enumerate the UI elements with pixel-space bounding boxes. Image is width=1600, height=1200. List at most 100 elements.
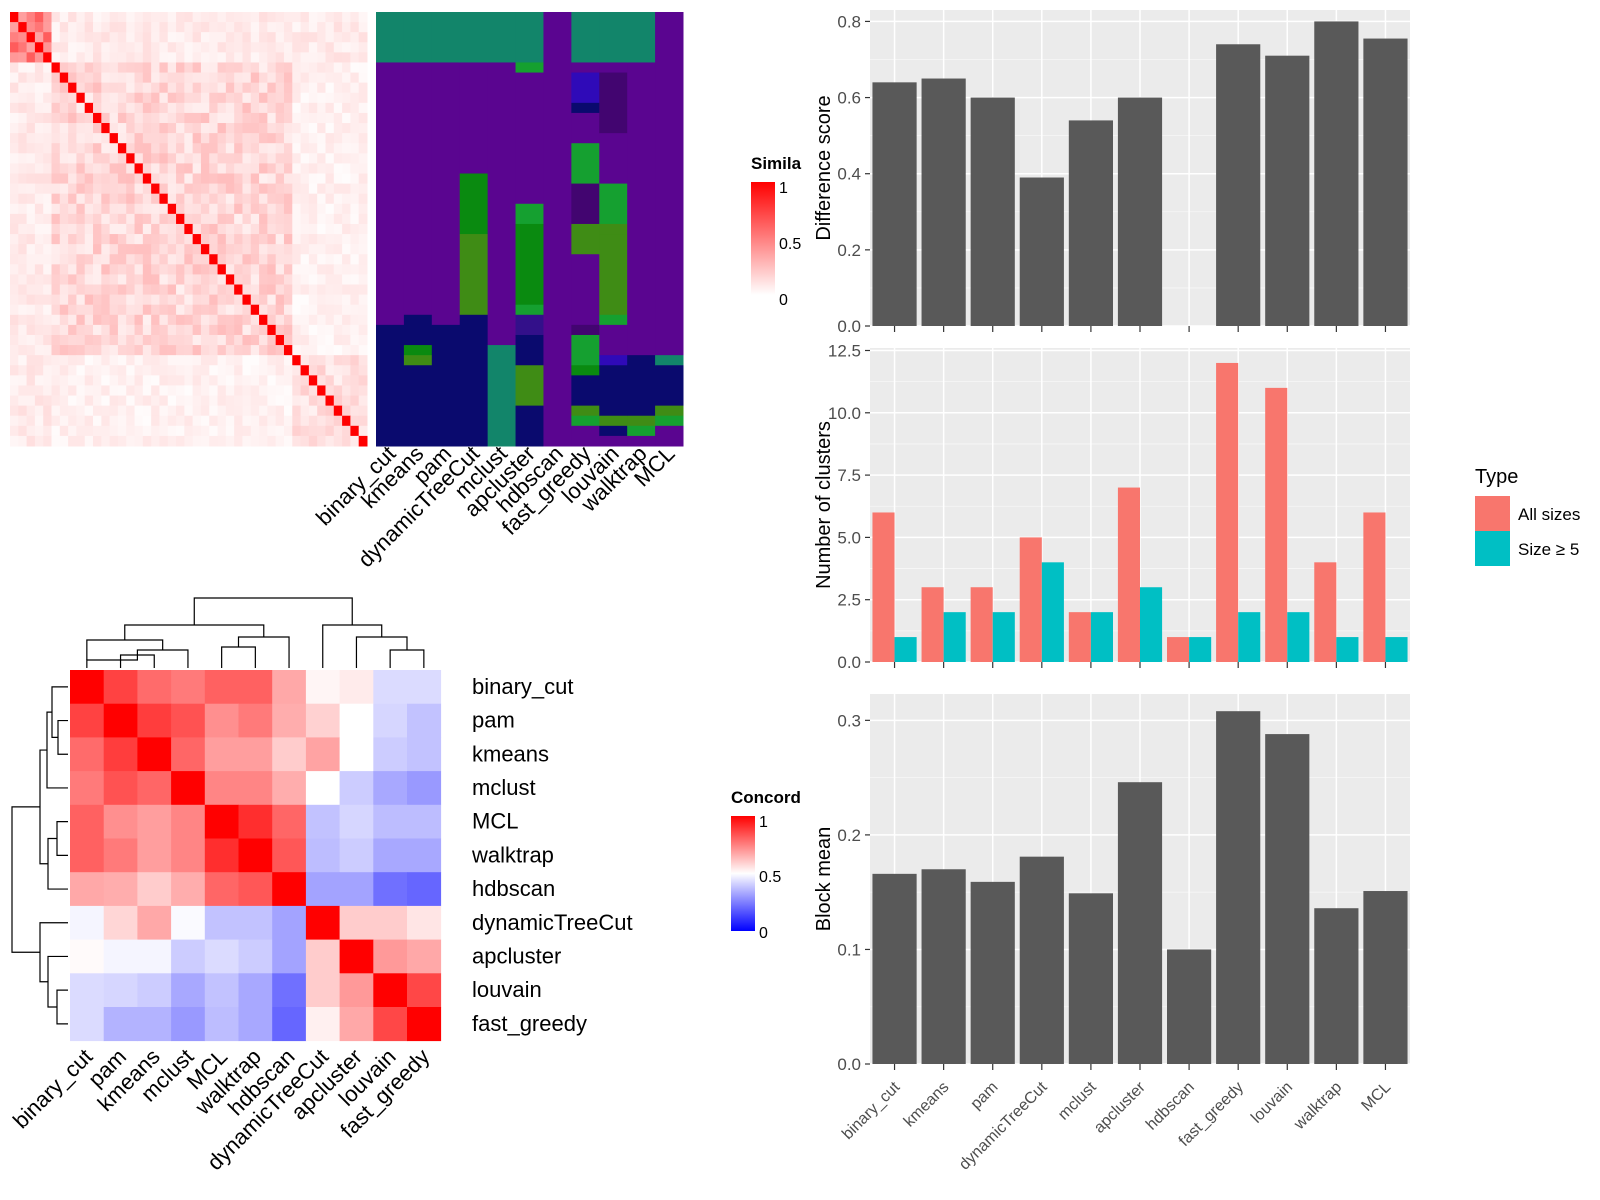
similarity-cell: [151, 415, 160, 427]
similarity-cell: [176, 213, 185, 225]
similarity-cell: [300, 92, 310, 104]
similarity-cell: [283, 254, 293, 265]
similarity-cell: [134, 52, 144, 63]
concordance-cell: [305, 1007, 340, 1042]
similarity-cell: [325, 355, 335, 366]
similarity-cell: [76, 62, 86, 74]
similarity-cell: [109, 123, 119, 134]
similarity-cell: [117, 62, 127, 74]
membership-cell-MCL: [655, 425, 684, 447]
similarity-cell: [117, 385, 127, 397]
similarity-cell: [225, 153, 235, 164]
similarity-cell: [300, 72, 310, 84]
similarity-cell: [43, 143, 53, 154]
similarity-cell: [117, 112, 127, 124]
similarity-cell: [283, 415, 293, 427]
similarity-cell: [167, 345, 177, 356]
similarity-cell: [267, 82, 277, 94]
similarity-cell: [43, 324, 53, 336]
concordance-cell: [305, 804, 340, 839]
similarity-cell: [159, 102, 169, 114]
similarity-cell: [300, 213, 310, 225]
similarity-cell: [200, 385, 210, 397]
bar: [921, 78, 966, 326]
similarity-cell: [317, 425, 326, 437]
similarity-cell: [283, 12, 293, 23]
similarity-cell: [259, 213, 268, 225]
similarity-cell: [176, 274, 185, 286]
similarity-cell: [184, 254, 194, 265]
concordance-cell: [137, 1007, 172, 1042]
similarity-cell: [358, 355, 368, 366]
similarity-cell: [68, 42, 77, 53]
similarity-cell: [93, 324, 102, 336]
similarity-cell: [217, 274, 227, 286]
concordance-cell: [70, 939, 105, 974]
concordance-cell: [137, 804, 172, 839]
similarity-cell: [167, 234, 177, 245]
similarity-cell: [10, 435, 19, 447]
similarity-cell: [325, 213, 335, 225]
similarity-cell: [317, 193, 326, 205]
similarity-cell: [283, 213, 293, 225]
similarity-cell: [300, 304, 310, 316]
similarity-cell: [225, 244, 235, 255]
similarity-cell: [308, 133, 318, 144]
concordance-cell: [204, 703, 239, 738]
similarity-cell: [59, 22, 69, 33]
similarity-cell: [159, 355, 169, 366]
similarity-cell: [333, 435, 343, 447]
similarity-cell: [292, 12, 302, 23]
similarity-cell: [51, 425, 61, 437]
similarity-cell: [176, 102, 185, 114]
similarity-cell: [250, 112, 260, 124]
similarity-cell: [126, 415, 136, 427]
similarity-cell: [34, 52, 44, 63]
similarity-cell: [117, 304, 127, 316]
similarity-cell: [117, 153, 127, 164]
concordance-row-label: binary_cut: [472, 674, 574, 699]
similarity-cell: [18, 284, 28, 296]
similarity-cell: [10, 324, 19, 336]
similarity-cell: [209, 82, 219, 94]
similarity-cell: [176, 314, 185, 326]
similarity-cell: [84, 133, 94, 144]
membership-cell-MCL: [655, 12, 684, 356]
similarity-cell: [142, 22, 152, 33]
similarity-cell: [275, 415, 285, 427]
similarity-cell: [101, 133, 111, 144]
similarity-cell: [101, 264, 111, 275]
concordance-cell: [137, 872, 172, 907]
similarity-cell: [217, 32, 227, 43]
concordance-cell: [373, 939, 408, 974]
similarity-cell: [200, 82, 210, 94]
similarity-cell: [200, 153, 210, 164]
similarity-cell: [300, 294, 310, 306]
similarity-cell: [51, 254, 61, 265]
similarity-cell: [18, 274, 28, 286]
similarity-cell: [342, 254, 351, 265]
similarity-cell: [176, 284, 185, 296]
concordance-cell: [407, 905, 442, 940]
similarity-cell: [26, 405, 36, 417]
similarity-cell: [68, 234, 77, 245]
similarity-cell: [200, 102, 210, 114]
similarity-cell: [34, 425, 44, 437]
similarity-cell: [18, 254, 28, 265]
similarity-cell: [350, 244, 360, 255]
similarity-cell: [142, 102, 152, 114]
similarity-cell: [176, 112, 185, 124]
similarity-cell: [18, 314, 28, 326]
membership-cell-kmeans: [403, 12, 433, 63]
similarity-cell: [283, 193, 293, 205]
similarity-cell: [176, 183, 185, 195]
similarity-cell: [101, 284, 111, 296]
similarity-cell: [325, 375, 335, 386]
similarity-cell: [10, 345, 19, 356]
similarity-cell: [117, 324, 127, 336]
similarity-cell: [217, 415, 227, 427]
concordance-cell: [70, 838, 105, 873]
similarity-cell: [59, 375, 69, 386]
similarity-cell: [26, 72, 36, 84]
similarity-cell: [134, 92, 144, 104]
